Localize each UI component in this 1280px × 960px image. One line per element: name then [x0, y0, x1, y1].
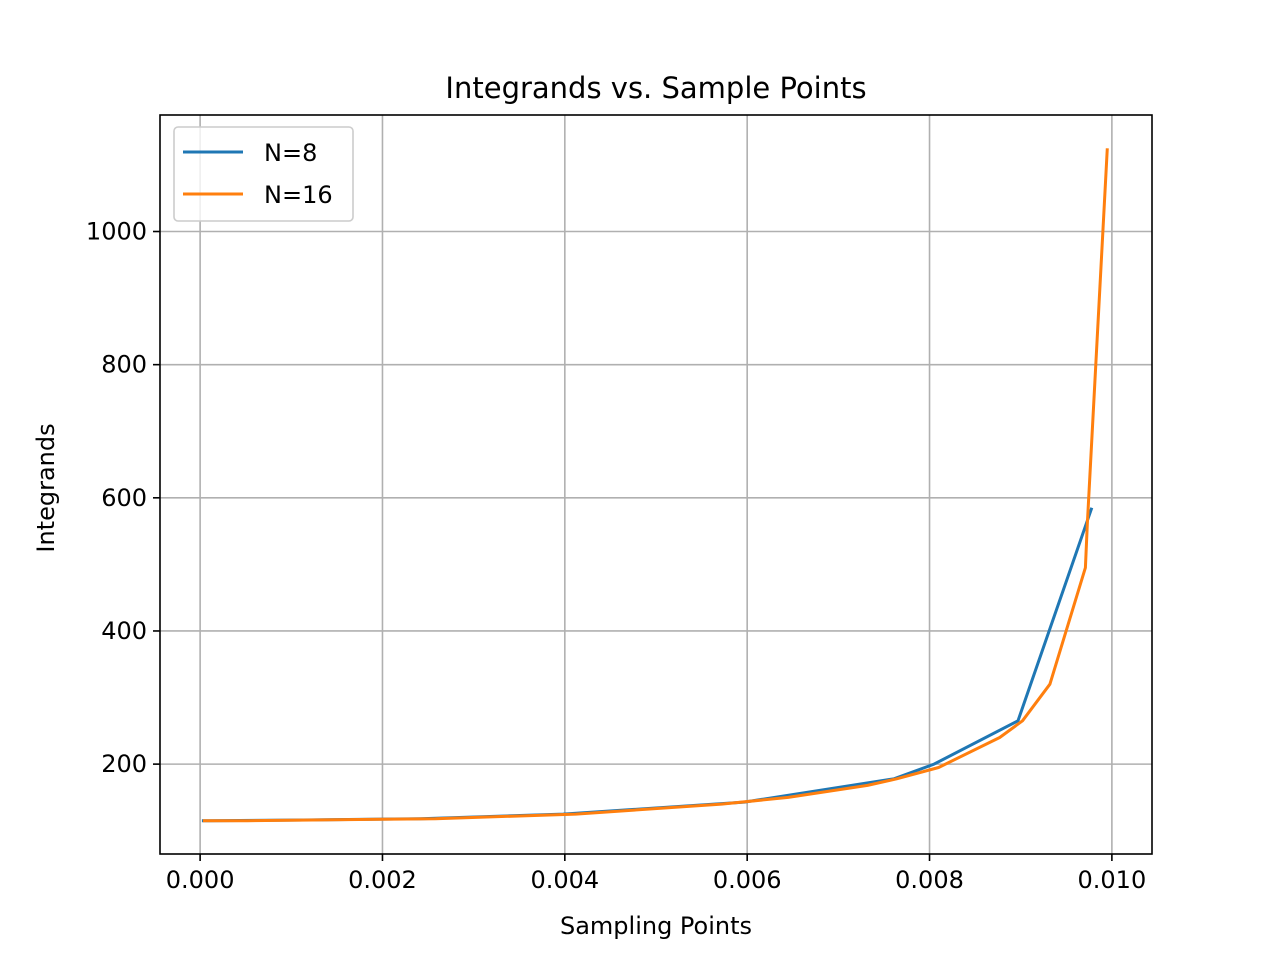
x-axis-ticks: 0.000 0.002 0.004 0.006 0.008 0.010 [166, 854, 1146, 894]
legend-label-2: N=16 [264, 181, 333, 209]
y-tick-label: 600 [101, 484, 147, 512]
x-tick-label: 0.002 [348, 866, 417, 894]
y-tick-label: 800 [101, 351, 147, 379]
plot-frame [159, 114, 1153, 855]
legend: N=8 N=16 [173, 126, 354, 222]
series-line-2 [202, 148, 1109, 823]
x-tick-label: 0.004 [530, 866, 599, 894]
y-tick-label: 400 [101, 617, 147, 645]
series-line-1 [201, 507, 1094, 823]
legend-label-1: N=8 [264, 139, 317, 167]
x-tick-label: 0.008 [895, 866, 964, 894]
x-axis-label: Sampling Points [560, 912, 752, 940]
y-tick-label: 1000 [86, 218, 147, 246]
series-lines [201, 148, 1109, 823]
y-tick-label: 200 [101, 750, 147, 778]
x-tick-label: 0.000 [166, 866, 235, 894]
x-tick-label: 0.010 [1078, 866, 1147, 894]
chart-title: Integrands vs. Sample Points [445, 71, 866, 105]
grid [160, 115, 1152, 854]
y-axis-label: Integrands [32, 423, 60, 552]
x-tick-label: 0.006 [713, 866, 782, 894]
y-axis-ticks: 200 400 600 800 1000 [86, 218, 160, 778]
